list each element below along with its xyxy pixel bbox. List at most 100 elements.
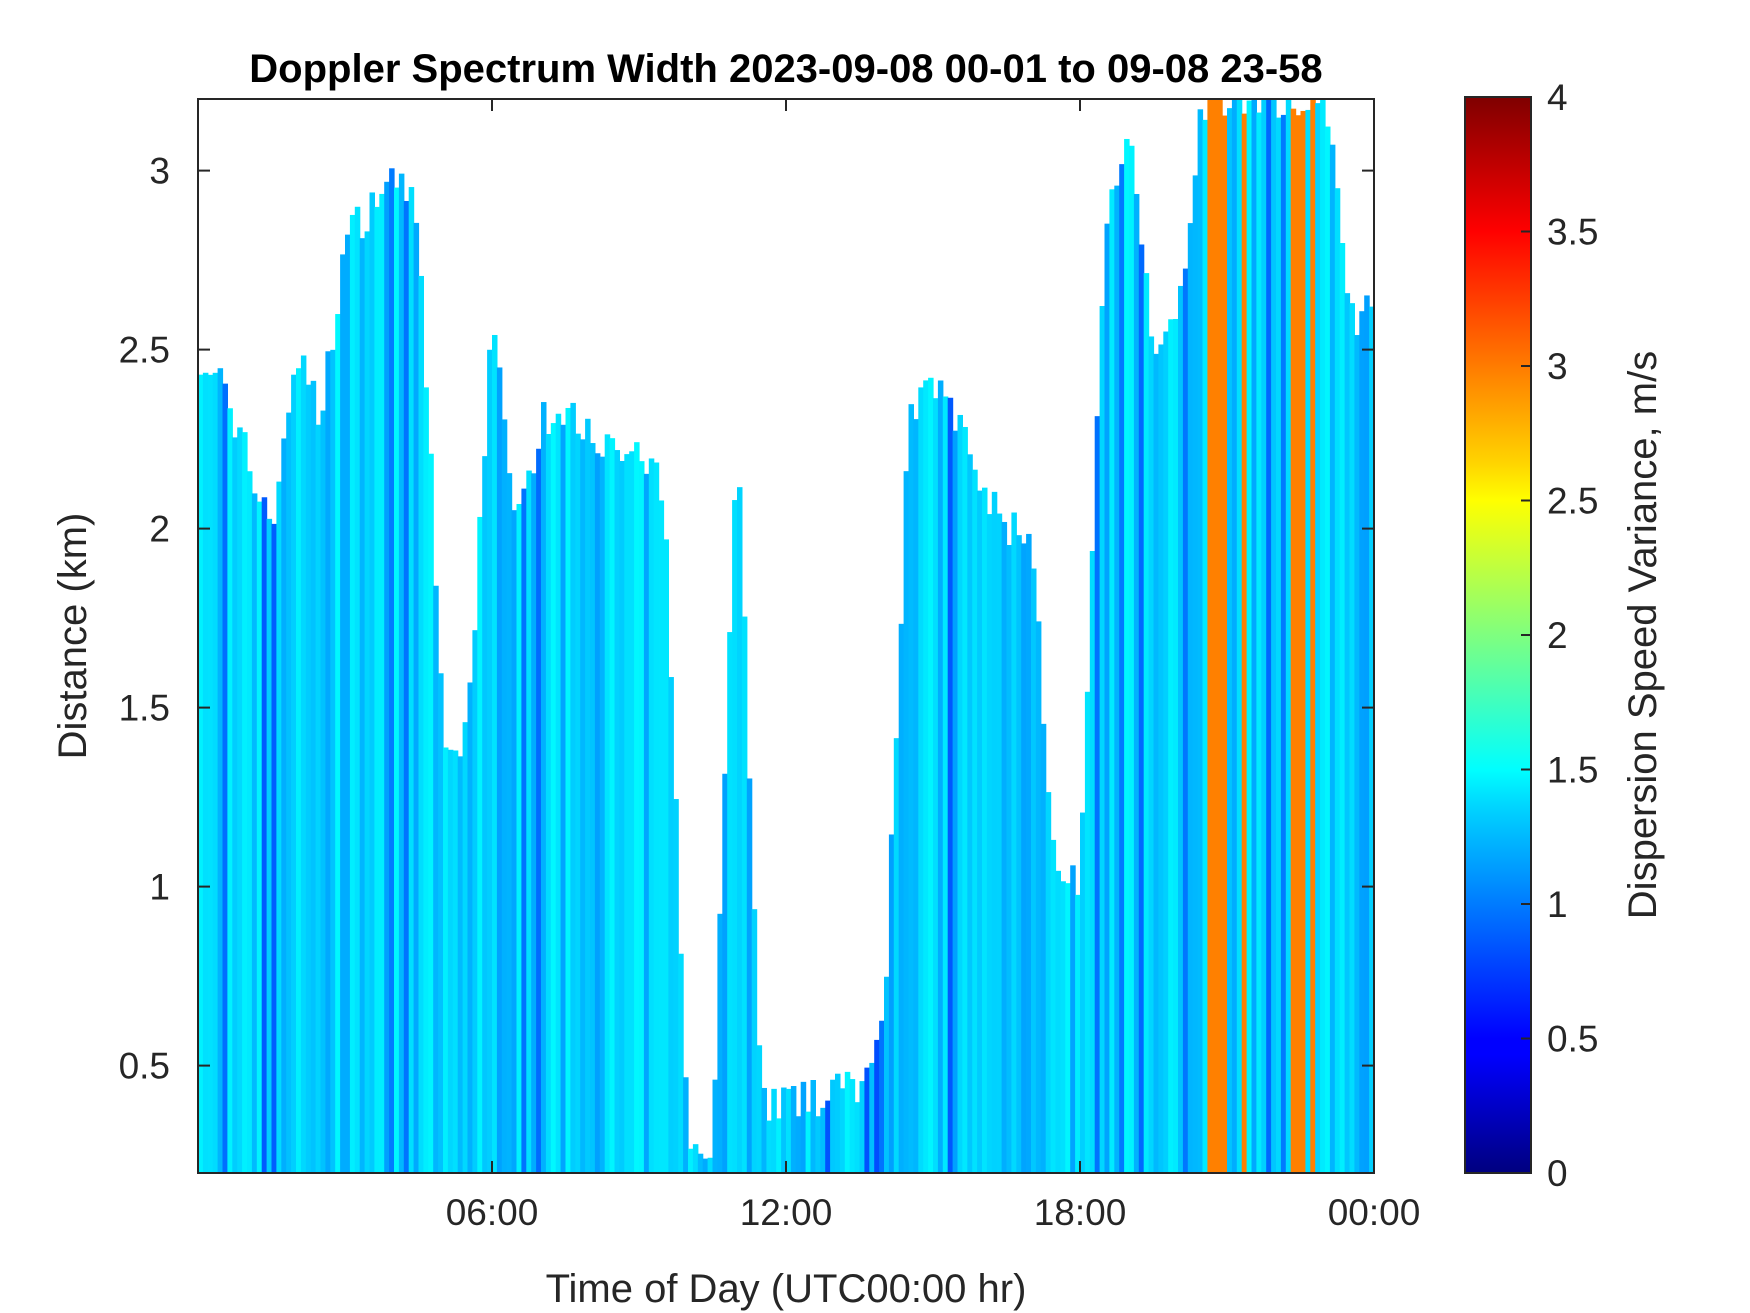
heatmap-column [237, 427, 243, 1173]
heatmap-column [1158, 344, 1164, 1173]
colorbar-label: Dispersion Speed Variance, m/s [1621, 351, 1665, 919]
heatmap-column [1369, 306, 1374, 1173]
heatmap-column [364, 231, 371, 1173]
heatmap-column [1227, 108, 1233, 1173]
heatmap-column [575, 433, 581, 1173]
heatmap-column [447, 749, 454, 1173]
x-tick-label: 18:00 [1034, 1192, 1127, 1233]
heatmap-column [893, 738, 900, 1173]
heatmap-column [1060, 881, 1066, 1173]
heatmap-column [629, 451, 635, 1173]
heatmap-column [1114, 185, 1120, 1173]
heatmap-column [859, 1081, 865, 1173]
heatmap-column [511, 510, 518, 1173]
heatmap-column [1266, 99, 1272, 1173]
heatmap-column [1310, 99, 1316, 1173]
heatmap-column [242, 432, 248, 1173]
colorbar-tick-label: 2 [1547, 615, 1568, 656]
heatmap-column [741, 616, 748, 1173]
y-tick-label: 0.5 [119, 1046, 170, 1087]
heatmap-column [781, 1087, 787, 1173]
heatmap-column [320, 410, 326, 1173]
heatmap-column [609, 438, 616, 1173]
heatmap-column [232, 437, 238, 1173]
heatmap-column [1300, 110, 1306, 1173]
heatmap-column [1305, 109, 1311, 1173]
heatmap-column [1129, 145, 1135, 1173]
heatmap-column [1329, 144, 1336, 1173]
heatmap-column [389, 168, 395, 1173]
heatmap-column [266, 518, 273, 1173]
heatmap-column [942, 396, 949, 1173]
heatmap-column [918, 387, 924, 1173]
heatmap-column [487, 349, 493, 1173]
heatmap-column [1285, 99, 1292, 1173]
heatmap-column [884, 976, 890, 1173]
heatmap-column [349, 214, 356, 1173]
heatmap-column [957, 414, 963, 1173]
heatmap-column [1354, 335, 1360, 1173]
heatmap-column [1109, 189, 1115, 1173]
heatmap-column [692, 1144, 699, 1173]
heatmap-column [928, 377, 934, 1173]
heatmap-column [413, 222, 420, 1173]
heatmap-column [673, 799, 679, 1173]
heatmap-column [810, 1080, 816, 1173]
heatmap-column [663, 539, 669, 1173]
heatmap-column [291, 374, 297, 1173]
heatmap-column [545, 433, 552, 1173]
heatmap-column [1035, 621, 1042, 1173]
heatmap-column [570, 402, 576, 1173]
heatmap-column [849, 1079, 856, 1173]
heatmap-column [844, 1071, 851, 1173]
y-axis-label: Distance (km) [51, 513, 95, 760]
heatmap-column [1178, 285, 1184, 1173]
heatmap-column [776, 1118, 782, 1173]
heatmap-column [658, 500, 665, 1173]
heatmap-column [403, 201, 410, 1173]
x-tick-label: 00:00 [1328, 1192, 1421, 1233]
heatmap-column [766, 1120, 772, 1173]
heatmap-column [751, 909, 758, 1173]
heatmap-column [746, 778, 753, 1173]
heatmap-column [604, 434, 611, 1173]
heatmap-column [815, 1116, 821, 1173]
heatmap-column [913, 419, 919, 1173]
heatmap-column [256, 501, 263, 1173]
heatmap-column [207, 374, 214, 1173]
x-tick-label: 06:00 [446, 1192, 539, 1233]
heatmap-column [756, 1045, 763, 1173]
heatmap-column [835, 1073, 841, 1173]
heatmap-column [712, 1079, 718, 1173]
heatmap-column [688, 1148, 694, 1173]
heatmap-column [1187, 223, 1194, 1173]
heatmap-column [325, 351, 331, 1173]
heatmap-column [408, 187, 415, 1173]
y-tick-label: 2.5 [119, 330, 170, 371]
heatmap-column [820, 1107, 826, 1173]
heatmap-column [594, 453, 601, 1173]
colorbar-tick-label: 0.5 [1547, 1019, 1598, 1060]
heatmap-column [614, 450, 620, 1173]
heatmap-column [374, 206, 380, 1173]
heatmap-column [247, 471, 253, 1173]
heatmap-column [869, 1062, 875, 1173]
colorbar-tick-label: 4 [1547, 77, 1568, 118]
heatmap-column [1261, 99, 1267, 1173]
heatmap-column [335, 314, 341, 1173]
heatmap-column [874, 1039, 880, 1173]
heatmap-column [1168, 319, 1174, 1173]
heatmap-column [1021, 543, 1027, 1173]
heatmap-column [492, 334, 498, 1173]
heatmap-column [1280, 114, 1287, 1173]
heatmap-area [198, 99, 1374, 1173]
colorbar-tick-label: 2.5 [1547, 481, 1598, 522]
heatmap-column [315, 424, 322, 1173]
chart-title: Doppler Spectrum Width 2023-09-08 00-01 … [249, 47, 1322, 91]
heatmap-column [1119, 164, 1125, 1173]
heatmap-column [1084, 691, 1091, 1173]
heatmap-column [982, 487, 988, 1173]
colorbar-tick-label: 3 [1547, 346, 1568, 387]
heatmap-column [217, 368, 224, 1173]
heatmap-column [639, 461, 645, 1173]
